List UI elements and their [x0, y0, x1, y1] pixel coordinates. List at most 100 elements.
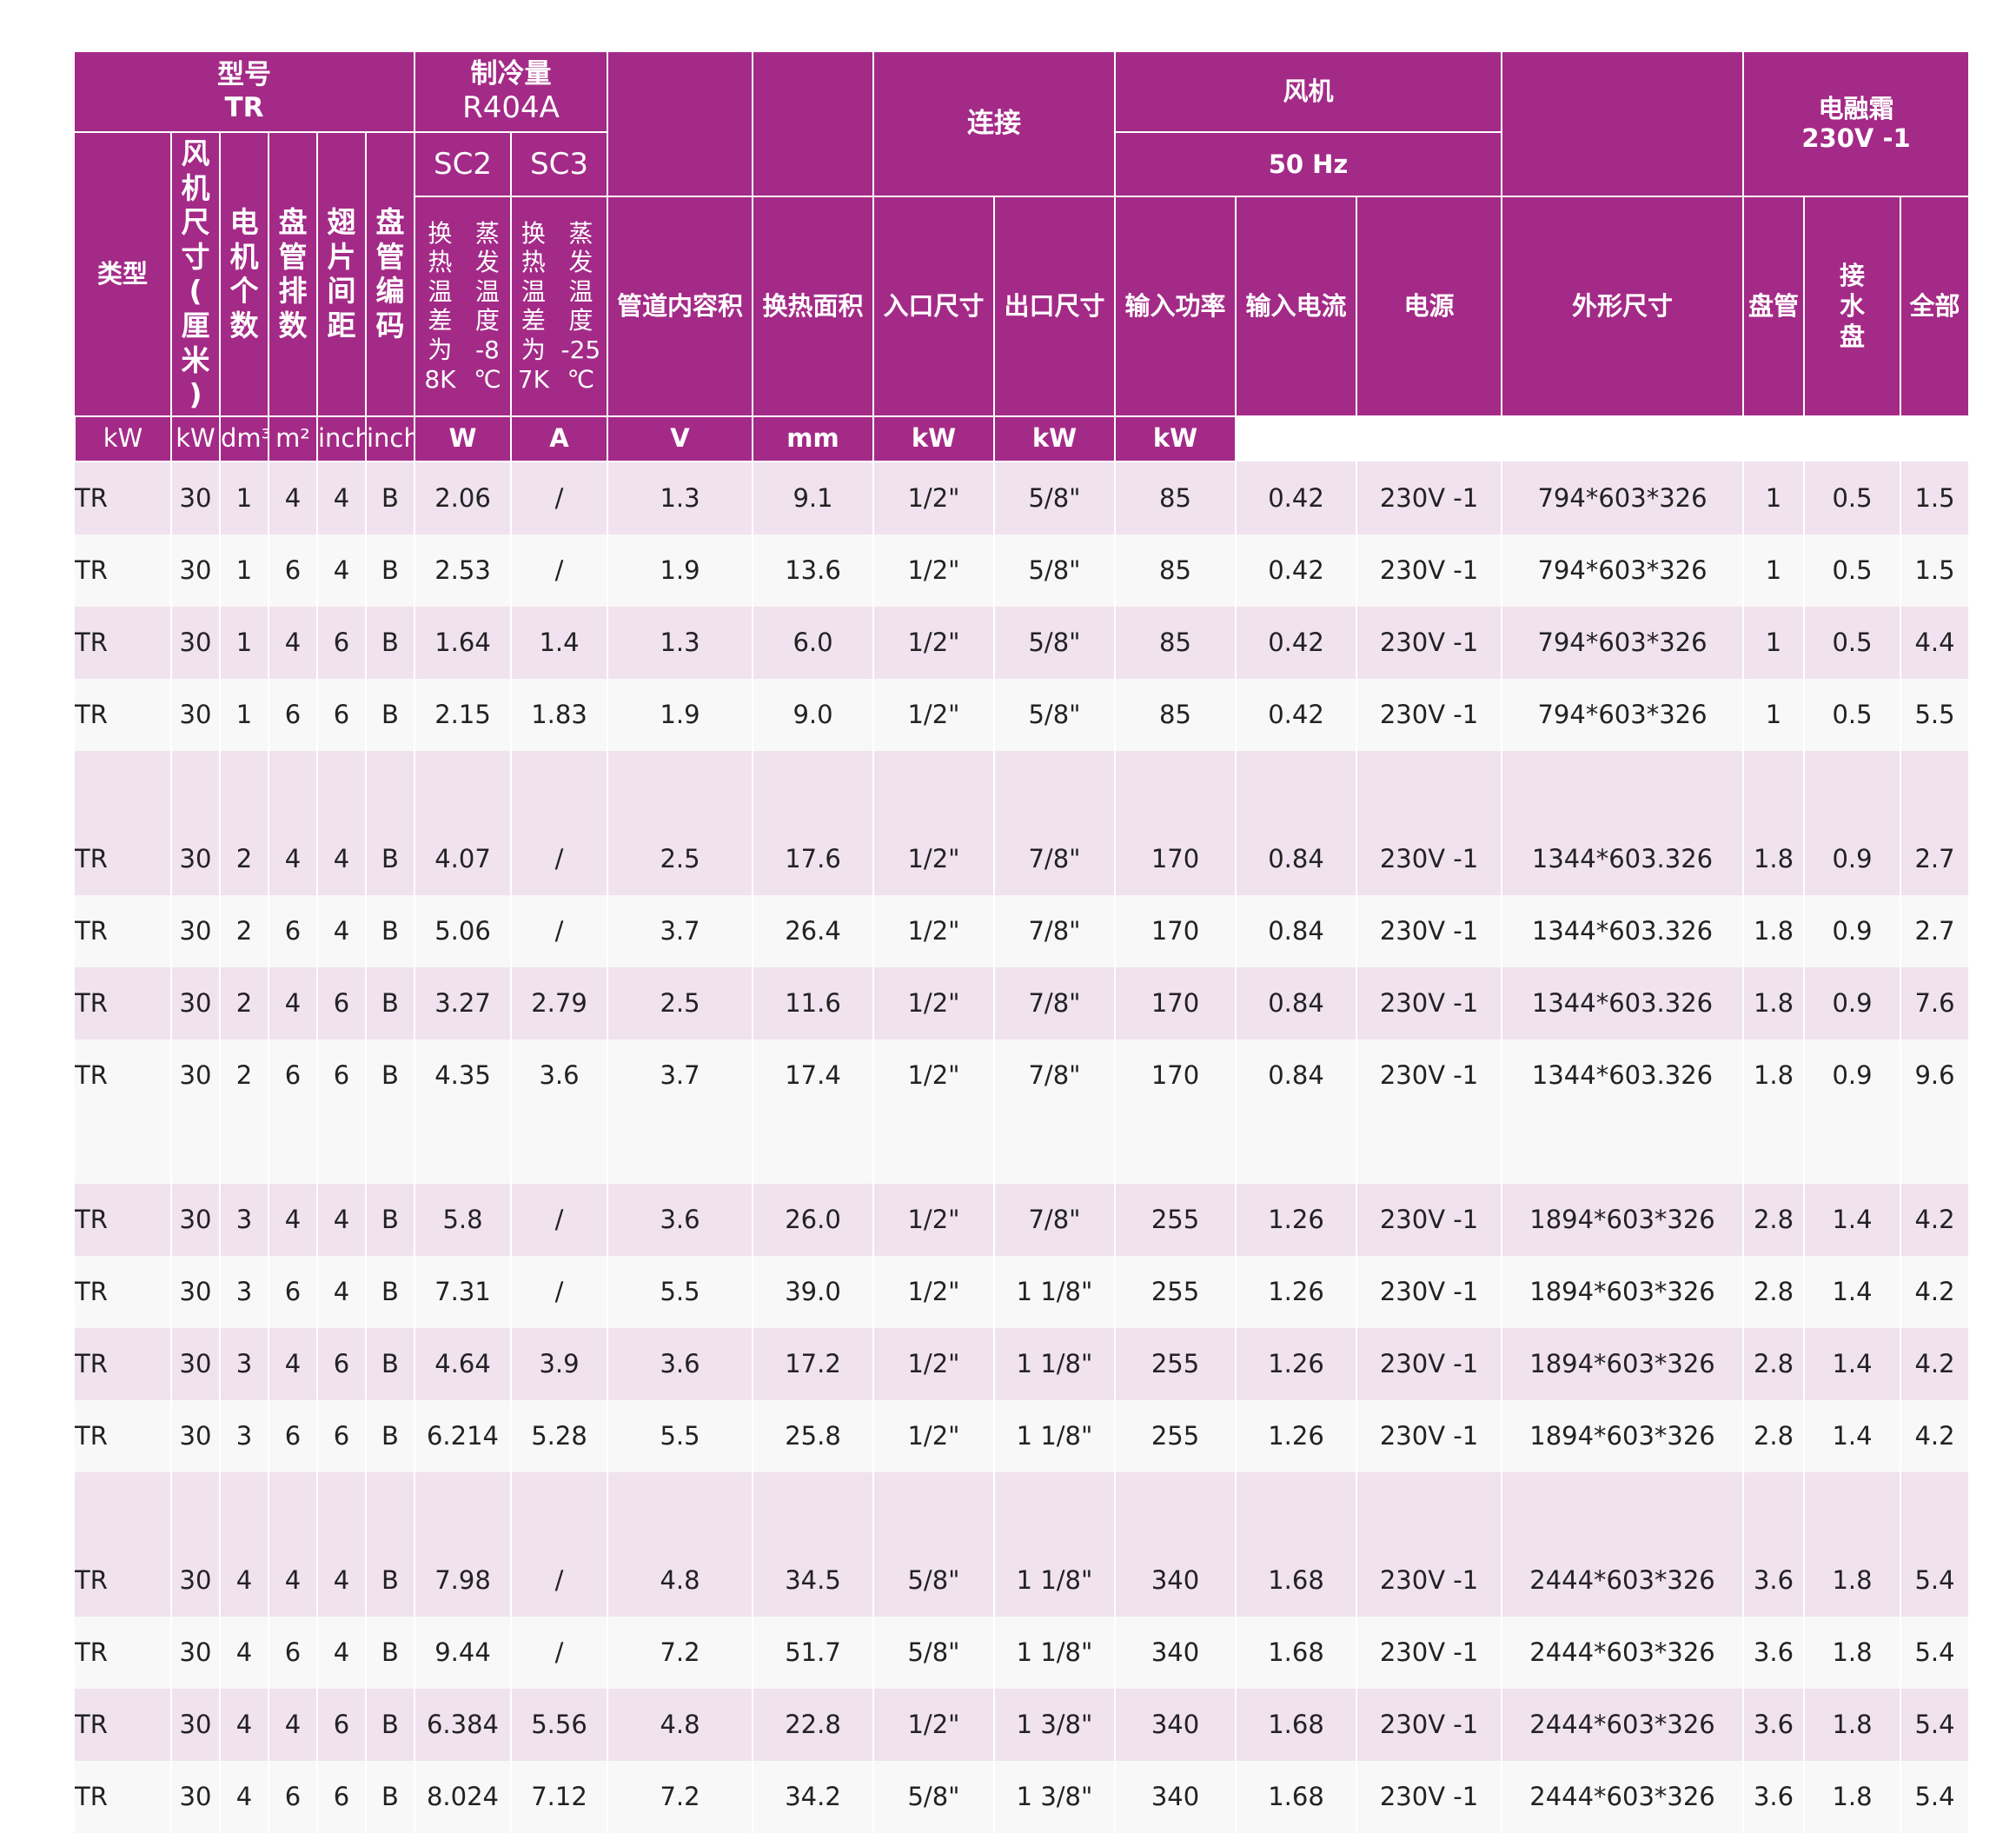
- spacer-cell: [75, 1111, 172, 1184]
- vchar: -8: [474, 335, 500, 364]
- cell-defrost-coil: 1.8: [1742, 1039, 1806, 1112]
- cell-heat-area: 26.4: [752, 894, 874, 967]
- spacer-cell: [1114, 1111, 1237, 1184]
- cell-fin-spacing: 4: [316, 1183, 367, 1256]
- cell-coil-code: B: [365, 1616, 415, 1689]
- vchar: 蒸: [568, 218, 594, 248]
- cell-sc2: 4.35: [414, 1039, 512, 1112]
- table-row: TR 30 1 6 6 B 2.15 1.83 1.9 9.0 1/2" 5/8" 85 0.42 230V…: [75, 678, 1971, 751]
- spacer-cell: [752, 750, 874, 823]
- cell-drip-tray: 1.4: [1803, 1255, 1902, 1328]
- cell-coil-code: B: [365, 894, 415, 967]
- spacer-cell: [1803, 1111, 1902, 1184]
- cell-defrost-total: 1.5: [1900, 534, 1971, 607]
- cell-outlet: 7/8": [993, 822, 1116, 895]
- cell-sc2: 6.384: [414, 1688, 512, 1761]
- cell-voltage: 230V -1: [1355, 1688, 1503, 1761]
- cell-sc3: /: [510, 1255, 608, 1328]
- table-row: TR 30 3 4 4 B 5.8/3.6 26.0 1/2" 7/8" 255 1.26 230V -…: [75, 1183, 1971, 1256]
- cell-motor-count: 1: [219, 606, 269, 679]
- table-row: TR 30 3 6 4 B 7.31/5.5 39.0 1/2" 1 1/8" 255 1.26 230…: [75, 1255, 1971, 1328]
- unit-outlet: inch: [365, 415, 415, 462]
- cell-fan-size: 30: [170, 1616, 221, 1689]
- vtext: 盘管编码: [368, 205, 413, 342]
- cell-type: TR: [75, 1327, 172, 1400]
- cell-fin-spacing: 6: [316, 1688, 367, 1761]
- spacer-cell: [170, 1111, 221, 1184]
- cell-motor-count: 4: [219, 1688, 269, 1761]
- vchar: 水: [1840, 290, 1866, 321]
- cell-defrost-coil: 2.8: [1742, 1327, 1806, 1400]
- cell-tube-volume: 1.3: [607, 461, 753, 535]
- cell-sc3: /: [510, 461, 608, 535]
- cell-dims: 2444*603*326: [1501, 1544, 1745, 1617]
- cell-motor-count: 2: [219, 1039, 269, 1112]
- table-row: TR 30 3 4 6 B 4.64 3.9 3.6 17.2 1/2" 1 1/8" 255 1.26 2…: [75, 1327, 1971, 1400]
- spacer-cell: [607, 1471, 753, 1544]
- spacer-cell: [219, 1111, 269, 1184]
- cell-motor-count: 3: [219, 1327, 269, 1400]
- cell-fin-spacing: 6: [316, 1327, 367, 1400]
- vchar: 温: [428, 276, 453, 306]
- power-supply-header: 电源: [1355, 195, 1503, 417]
- spacer-cell: [219, 1471, 269, 1544]
- cell-fan-size: 30: [170, 822, 221, 895]
- cell-heat-area: 51.7: [752, 1616, 874, 1689]
- cell-fin-spacing: 6: [316, 1760, 367, 1833]
- cell-power: 255: [1114, 1255, 1237, 1328]
- vchar: -25: [560, 335, 601, 364]
- cell-heat-area: 34.2: [752, 1760, 874, 1833]
- cell-defrost-total: 9.6: [1900, 1039, 1971, 1112]
- vtext: 风机尺寸(厘米): [173, 136, 218, 412]
- cell-power: 170: [1114, 822, 1237, 895]
- spacer-cell: [1355, 1471, 1503, 1544]
- cell-defrost-coil: 2.8: [1742, 1255, 1806, 1328]
- spacer-cell: [1742, 750, 1806, 823]
- spacer-cell: [75, 1471, 172, 1544]
- unit-inlet: inch: [316, 415, 367, 462]
- vchar: 温: [521, 276, 546, 306]
- sc2-desc-header: 换热温差为 8K 蒸发温度 -8 ℃: [414, 195, 512, 417]
- cell-defrost-total: 1.5: [1900, 461, 1971, 535]
- cell-motor-count: 3: [219, 1255, 269, 1328]
- cell-fin-spacing: 6: [316, 1399, 367, 1472]
- cell-current: 0.84: [1235, 822, 1357, 895]
- cell-drip-tray: 1.8: [1803, 1616, 1902, 1689]
- vtext: 翅片间距: [319, 205, 364, 342]
- cell-motor-count: 4: [219, 1616, 269, 1689]
- cell-heat-area: 22.8: [752, 1688, 874, 1761]
- cell-dims: 1344*603.326: [1501, 966, 1745, 1039]
- sc2-header: SC2: [414, 131, 512, 197]
- col-type-header: 类型: [75, 131, 172, 417]
- cell-defrost-coil: 1: [1742, 534, 1806, 607]
- cell-coil-rows: 4: [268, 461, 318, 535]
- cell-type: TR: [75, 1544, 172, 1617]
- cell-defrost-total: 4.2: [1900, 1399, 1971, 1472]
- col-fin-spacing-header: 翅片间距: [316, 131, 367, 417]
- spacer-cell: [1900, 1471, 1971, 1544]
- cell-defrost-coil: 1: [1742, 606, 1806, 679]
- cell-sc3: 3.9: [510, 1327, 608, 1400]
- vchar: 编: [375, 274, 405, 309]
- cell-sc2: 5.8: [414, 1183, 512, 1256]
- cell-fan-size: 30: [170, 1760, 221, 1833]
- vchar: 片: [327, 239, 356, 274]
- drip-tray-header: 接水盘: [1803, 195, 1902, 417]
- table-row: TR 30 1 4 6 B 1.64 1.4 1.3 6.0 1/2" 5/8" 85 0.42 230V …: [75, 606, 1971, 679]
- cell-defrost-coil: 2.8: [1742, 1183, 1806, 1256]
- vchar: 为: [428, 335, 453, 364]
- cell-power: 170: [1114, 1039, 1237, 1112]
- cell-sc2: 5.06: [414, 894, 512, 967]
- table-row: TR 30 2 4 6 B 3.27 2.79 2.5 11.6 1/2" 7/8" 170 0.84 23…: [75, 966, 1971, 1039]
- cell-dims: 1344*603.326: [1501, 894, 1745, 967]
- cell-voltage: 230V -1: [1355, 894, 1503, 967]
- cell-coil-code: B: [365, 1688, 415, 1761]
- table-row: TR 30 4 4 4 B 7.98/4.8 34.5 5/8" 1 1/8" 340 1.68 230…: [75, 1544, 1971, 1617]
- spacer-cell: [1742, 1471, 1806, 1544]
- spacer-cell: [170, 1471, 221, 1544]
- cell-outlet: 1 1/8": [993, 1544, 1116, 1617]
- vchar: 差: [521, 306, 546, 335]
- cell-defrost-total: 4.2: [1900, 1183, 1971, 1256]
- cell-inlet: 1/2": [872, 1399, 995, 1472]
- cell-coil-rows: 4: [268, 966, 318, 1039]
